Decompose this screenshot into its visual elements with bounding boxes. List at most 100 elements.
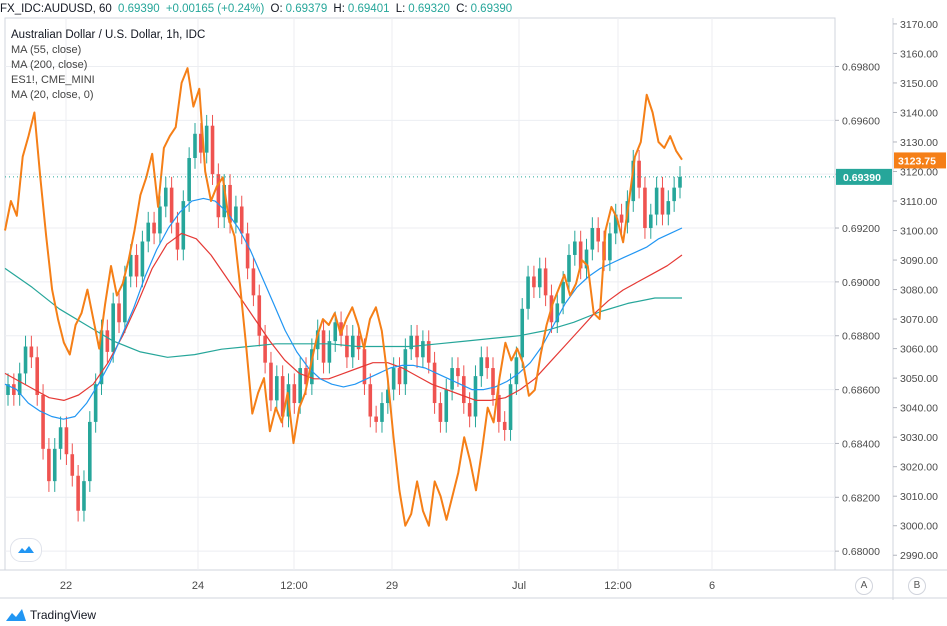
candle-body — [263, 335, 267, 363]
candle-body — [41, 394, 45, 449]
low-value: 0.69320 — [408, 3, 450, 15]
es-tick-label: 3120.00 — [900, 166, 938, 178]
candle-body — [152, 222, 156, 234]
price-tick-label: 0.68800 — [842, 331, 880, 343]
candle-body — [52, 448, 57, 482]
candle-body — [473, 376, 478, 417]
candle-body — [461, 376, 466, 404]
price-change: +0.00165 (+0.24%) — [165, 3, 265, 15]
candle-body — [82, 481, 86, 511]
es-tick-label: 3090.00 — [900, 255, 938, 267]
candle-body — [380, 403, 384, 422]
es-tick-label: 3100.00 — [900, 226, 938, 238]
legend-ma55[interactable]: MA (55, close) — [11, 44, 82, 56]
candle-body — [567, 254, 571, 282]
candle-body — [6, 384, 10, 395]
candle-body — [578, 241, 583, 269]
candle-body — [239, 206, 244, 234]
candle-body — [228, 184, 232, 223]
es-tick-label: 3080.00 — [900, 285, 938, 297]
candle-body — [643, 187, 647, 229]
price-chart[interactable]: 22 24 12:00 29 Jul 12:00 6 0.68000 0.68200 0.6840… — [0, 0, 947, 600]
candle-body — [257, 295, 262, 336]
candle-body — [520, 308, 525, 358]
candle-body — [421, 341, 425, 358]
candle-body — [497, 394, 501, 422]
legend-es[interactable]: ES1!, CME_MINI — [11, 74, 95, 86]
candle-body — [403, 349, 408, 385]
candle-body — [391, 368, 396, 390]
chart-legend: Australian Dollar / U.S. Dollar, 1h, IDC… — [11, 28, 205, 103]
candle-body — [386, 389, 390, 404]
candle-body — [251, 268, 256, 296]
candle-body — [526, 276, 530, 309]
candle-body — [181, 201, 186, 250]
tradingview-logo[interactable]: TradingView — [6, 608, 96, 622]
candle-body — [128, 254, 133, 277]
candle-body — [140, 241, 145, 277]
candle-body — [339, 322, 343, 336]
candle-body — [444, 389, 449, 422]
candle-body — [210, 125, 215, 175]
candle-body — [432, 362, 437, 404]
last-es-tag-label: 3123.75 — [898, 155, 936, 167]
candle-body — [88, 421, 92, 482]
candle-body — [631, 160, 636, 202]
price-tick-label: 0.68200 — [842, 492, 880, 504]
candle-body — [345, 335, 349, 358]
symbol-header: FX_IDC:AUDUSD, 60 0.69390 +0.00165 (+0.2… — [0, 0, 947, 18]
wave-icon — [18, 546, 34, 553]
candle-body — [105, 330, 110, 352]
x-tick-label: Jul — [512, 580, 526, 592]
candle-body — [193, 133, 197, 159]
candle-body — [660, 187, 665, 215]
low-label: L: — [395, 3, 406, 15]
es-tick-label: 3110.00 — [900, 196, 937, 208]
es-tick-label: 3040.00 — [900, 403, 938, 415]
es-tick-label: 3170.00 — [900, 19, 938, 31]
candle-body — [672, 187, 676, 202]
legend-ma200[interactable]: MA (200, close) — [11, 59, 88, 71]
price-tick-label: 0.69000 — [842, 277, 880, 289]
open-value: 0.69379 — [285, 3, 328, 15]
legend-ma20[interactable]: MA (20, close, 0) — [11, 89, 94, 101]
candle-body — [298, 368, 302, 404]
last-price-tag — [836, 168, 892, 185]
candle-body — [158, 206, 162, 234]
candle-body — [163, 187, 168, 207]
symbol-label[interactable]: FX_IDC:AUDUSD, 60 — [0, 3, 112, 15]
candle-body — [123, 276, 127, 323]
candle-body — [479, 357, 484, 377]
candle-body — [111, 303, 115, 352]
candle-body — [362, 349, 367, 385]
candle-body — [584, 249, 589, 269]
candle-body — [678, 176, 682, 188]
candle-body — [368, 384, 373, 417]
candle-body — [199, 133, 203, 153]
candle-body — [333, 322, 338, 342]
es-tick-label: 3160.00 — [900, 48, 938, 60]
x-tick-label: 12:00 — [280, 580, 308, 592]
collapse-legend-button[interactable] — [10, 538, 42, 562]
candle-body — [169, 187, 174, 223]
es-tick-label: 3060.00 — [900, 344, 938, 356]
candle-body — [70, 454, 75, 476]
candle-body — [280, 376, 285, 417]
candle-body — [234, 206, 238, 223]
candle-body — [666, 201, 671, 215]
candle-body — [47, 448, 51, 482]
price-tick-label: 0.69600 — [842, 115, 880, 127]
es-tick-label: 2990.00 — [900, 550, 938, 562]
candle-body — [35, 357, 40, 395]
candle-body — [537, 268, 542, 288]
auto-scale-button[interactable]: A — [855, 577, 873, 595]
candle-body — [327, 341, 332, 363]
es-tick-label: 3020.00 — [900, 462, 938, 474]
last-price: 0.69390 — [118, 3, 160, 15]
candle-body — [374, 416, 378, 422]
candle-body — [23, 346, 28, 374]
candle-body — [245, 233, 250, 269]
candle-body — [491, 368, 495, 395]
log-scale-button[interactable]: B — [908, 577, 926, 595]
x-tick-label: 29 — [386, 580, 398, 592]
